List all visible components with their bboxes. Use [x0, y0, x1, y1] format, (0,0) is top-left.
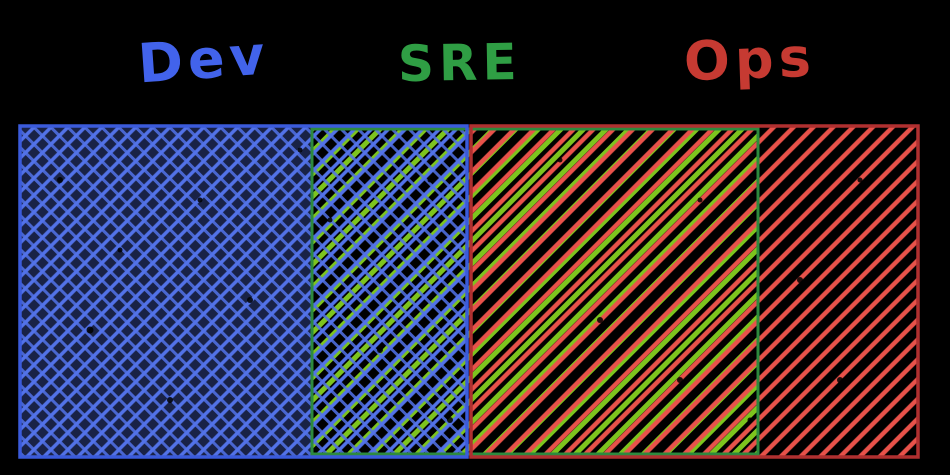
dev-region-crosshatch	[20, 126, 467, 457]
ops-region-outline	[469, 124, 920, 459]
sre-region-outline	[310, 127, 760, 456]
ops-region-fill	[471, 126, 918, 457]
speckle-texture	[57, 147, 863, 423]
dev-region-outline	[18, 124, 469, 459]
